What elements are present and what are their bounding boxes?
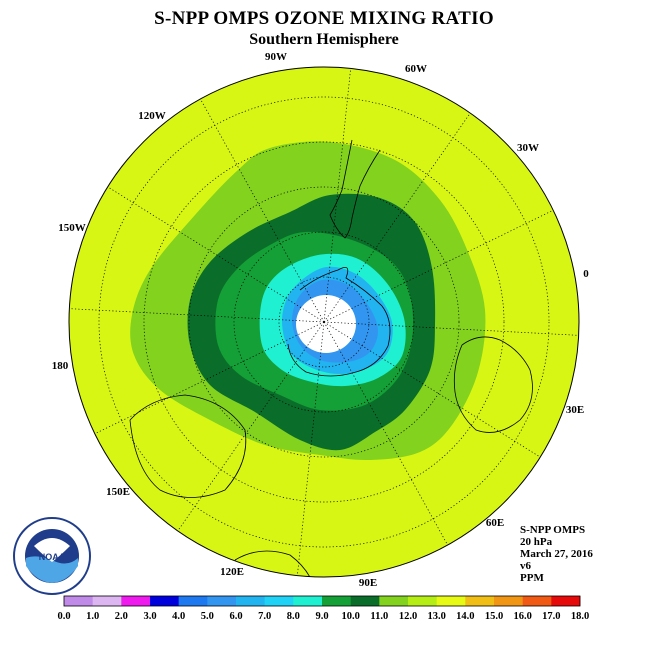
meridian-line xyxy=(69,321,325,454)
colorbar-swatch xyxy=(207,596,237,606)
colorbar-tick-label: 4.0 xyxy=(172,611,185,622)
colorbar-tick-label: 15.0 xyxy=(485,611,503,622)
colorbar-tick-label: 2.0 xyxy=(115,611,128,622)
longitude-label: 150E xyxy=(106,486,130,498)
longitude-label: 90W xyxy=(265,51,287,63)
colorbar-swatch xyxy=(293,596,323,606)
colorbar-swatch xyxy=(379,596,409,606)
colorbar-tick-label: 9.0 xyxy=(315,611,328,622)
colorbar-swatch xyxy=(408,596,437,606)
ozone-field xyxy=(69,67,579,577)
meridian-line xyxy=(323,67,356,323)
colorbar-tick-label: 0.0 xyxy=(57,611,70,622)
longitude-label: 30E xyxy=(566,404,584,416)
antarctica-coast xyxy=(287,266,391,377)
graticule xyxy=(69,67,579,577)
meridian-line xyxy=(323,321,470,577)
colorbar-tick-label: 3.0 xyxy=(143,611,156,622)
map-border xyxy=(68,66,580,578)
colorbar-tick-label: 11.0 xyxy=(370,611,388,622)
colorbar-tick-label: 14.0 xyxy=(456,611,474,622)
info-date: March 27, 2016 xyxy=(520,548,593,560)
africa-coast xyxy=(453,336,533,433)
colorbar-swatch xyxy=(522,596,552,606)
info-version: v6 xyxy=(520,560,531,572)
longitude-label: 30W xyxy=(517,142,539,154)
latitude-circle xyxy=(278,276,370,368)
colorbar-swatch xyxy=(322,596,351,606)
longitude-label: 60E xyxy=(486,517,504,529)
coastlines xyxy=(129,139,533,577)
australia-coast xyxy=(129,394,247,498)
page-subtitle: Southern Hemisphere xyxy=(249,31,399,48)
colorbar-swatch xyxy=(236,596,265,606)
colorbar-tick-label: 5.0 xyxy=(201,611,214,622)
colorbar-labels: 0.0 1.0 2.0 3.0 4.0 5.0 6.0 7.0 8.0 9.0 10.0 11.0 12… xyxy=(57,611,589,622)
latitude-circle xyxy=(188,186,460,458)
colorbar-swatch xyxy=(92,596,122,606)
south-america-coast xyxy=(329,139,381,239)
noaa-logo-icon: NOAA xyxy=(13,517,91,595)
meridian-line xyxy=(151,321,325,568)
colorbar-swatch xyxy=(436,596,466,606)
colorbar-swatch xyxy=(465,596,495,606)
colorbar-tick-label: 17.0 xyxy=(542,611,560,622)
latitude-circle xyxy=(143,141,505,503)
info-block: S-NPP OMPS 20 hPa March 27, 2016 v6 PPM xyxy=(520,524,593,584)
meridian-line xyxy=(323,321,579,339)
meridian-line xyxy=(69,305,325,323)
longitude-label: 150W xyxy=(58,222,86,234)
longitude-label: 0 xyxy=(583,268,589,280)
meridian-line xyxy=(69,162,325,323)
info-level: 20 hPa xyxy=(520,536,553,548)
no-data-polar-night xyxy=(296,295,356,353)
colorbar-tick-label: 10.0 xyxy=(341,611,359,622)
colorbar-swatch xyxy=(551,596,581,606)
colorbar-swatch xyxy=(150,596,179,606)
colorbar-border xyxy=(63,595,581,607)
longitude-label: 60W xyxy=(405,63,427,75)
info-units: PPM xyxy=(520,572,544,584)
colorbar-swatch xyxy=(121,596,151,606)
page-title: S-NPP OMPS OZONE MIXING RATIO xyxy=(154,8,494,29)
colorbar-swatch xyxy=(64,596,93,606)
colorbar-tick-label: 7.0 xyxy=(258,611,271,622)
colorbar-tick-label: 18.0 xyxy=(571,611,589,622)
logo-text: NOAA xyxy=(39,552,66,562)
longitude-label: 120E xyxy=(220,566,244,578)
meridian-line xyxy=(323,190,579,323)
map-layer xyxy=(68,66,580,578)
longitude-label-layer: 90W 60W 30W 0 30E 60E 90E 120E 150E 180 150W 120W xyxy=(52,51,590,589)
colorbar-tick-label: 1.0 xyxy=(86,611,99,622)
latitude-circle xyxy=(98,96,550,548)
meridian-line xyxy=(292,321,325,577)
asia-coast xyxy=(234,550,316,577)
colorbar-tick-label: 12.0 xyxy=(399,611,417,622)
longitude-label: 90E xyxy=(359,577,377,589)
colorbar-tick-label: 13.0 xyxy=(427,611,445,622)
colorbar-tick-label: 8.0 xyxy=(287,611,300,622)
colorbar-swatch xyxy=(178,596,208,606)
longitude-label: 180 xyxy=(52,360,69,372)
meridian-line xyxy=(323,76,497,323)
colorbar-boxes xyxy=(63,595,581,607)
longitude-label: 120W xyxy=(138,110,166,122)
colorbar-tick-label: 16.0 xyxy=(513,611,531,622)
colorbar-tick-label: 6.0 xyxy=(229,611,242,622)
colorbar-swatch xyxy=(264,596,294,606)
meridian-line xyxy=(323,321,579,482)
info-instrument: S-NPP OMPS xyxy=(520,524,586,536)
meridian-line xyxy=(178,67,325,323)
colorbar-swatch xyxy=(350,596,380,606)
colorbar-swatch xyxy=(494,596,523,606)
latitude-circle xyxy=(233,231,415,413)
